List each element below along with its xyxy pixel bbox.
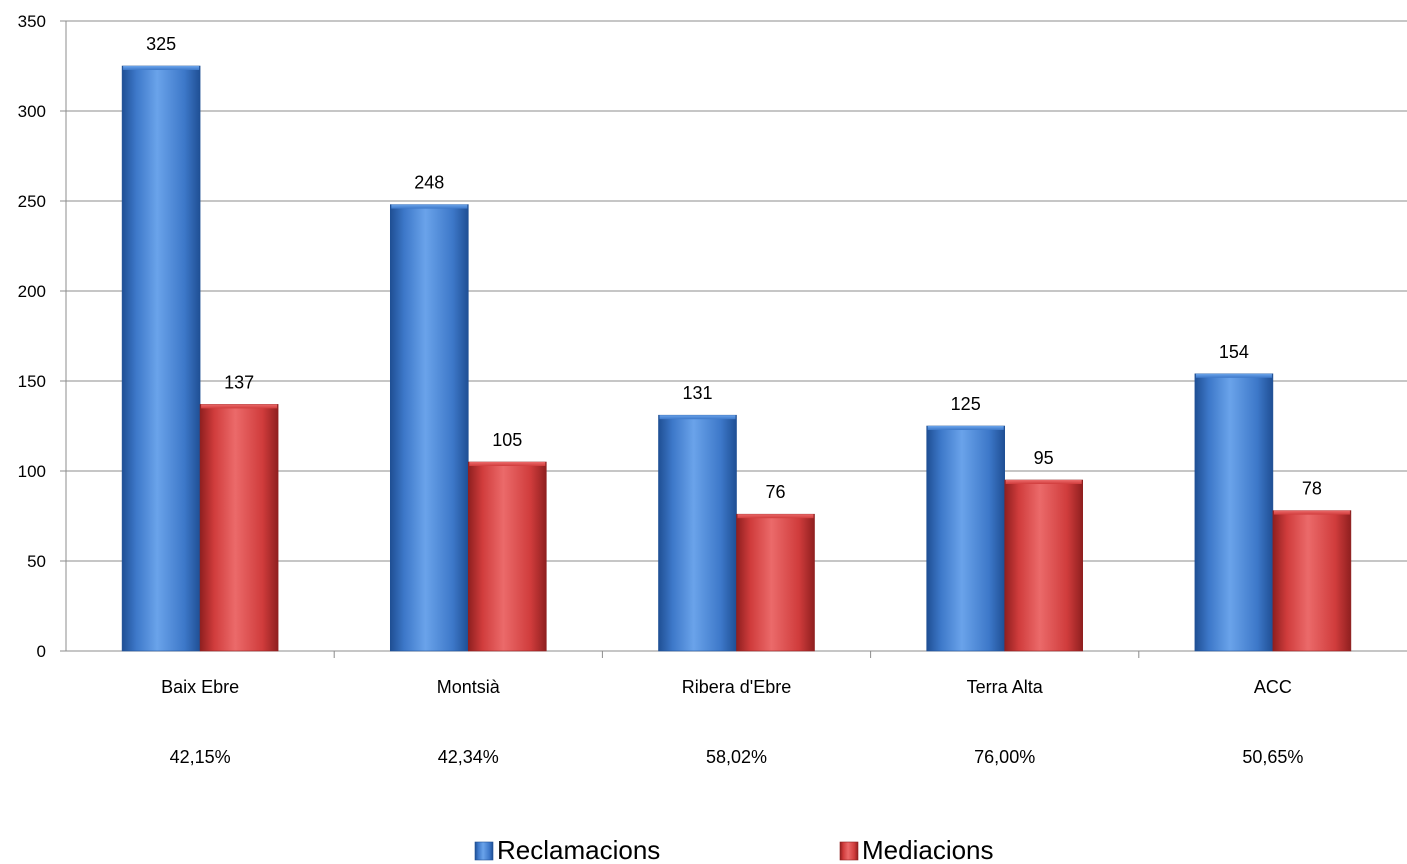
data-label: 131 — [682, 383, 712, 403]
category-label: Montsià — [437, 677, 501, 697]
bar-mediacions — [736, 513, 815, 652]
data-label: 125 — [951, 394, 981, 414]
bar-mediacions — [467, 461, 547, 652]
bar-top-highlight — [1005, 480, 1082, 484]
category-label: Terra Alta — [967, 677, 1044, 697]
category-label: ACC — [1254, 677, 1292, 697]
legend-label: Mediacions — [862, 835, 994, 864]
bar-top-highlight — [659, 415, 736, 420]
bar-reclamacions — [658, 414, 737, 652]
bar-top-highlight — [391, 204, 468, 209]
data-label: 137 — [224, 372, 254, 392]
bar-reclamacions — [389, 204, 469, 652]
data-label: 248 — [414, 173, 444, 193]
bar-mediacions — [1272, 510, 1352, 652]
bar-reclamacions — [1194, 373, 1274, 652]
data-label: 78 — [1302, 479, 1322, 499]
y-tick-label: 0 — [37, 642, 46, 661]
bar-mediacions — [1004, 479, 1084, 652]
data-label: 154 — [1219, 342, 1249, 362]
bars — [121, 65, 1352, 652]
percentage-label: 50,65% — [1242, 747, 1303, 767]
percentage-label: 42,34% — [438, 747, 499, 767]
legend-label: Reclamacions — [497, 835, 660, 864]
bar-mediacions — [199, 404, 279, 652]
legend: Reclamacions Mediacions — [474, 835, 994, 864]
data-label: 76 — [765, 482, 785, 502]
category-label: Baix Ebre — [161, 677, 239, 697]
bar-top-highlight — [123, 66, 200, 70]
y-tick-label: 100 — [18, 462, 46, 481]
data-label: 325 — [146, 34, 176, 54]
percentage-label: 42,15% — [170, 747, 231, 767]
bar-reclamacions — [926, 425, 1006, 652]
bar-top-highlight — [201, 404, 278, 409]
legend-item-mediacions: Mediacions — [839, 835, 994, 864]
bar-reclamacions — [121, 65, 201, 652]
y-tick-label: 200 — [18, 282, 46, 301]
legend-swatch — [474, 841, 494, 861]
legend-item-reclamacions: Reclamacions — [474, 835, 660, 864]
y-tick-label: 150 — [18, 372, 46, 391]
data-label: 105 — [492, 430, 522, 450]
bar-top-highlight — [469, 462, 546, 466]
bar-top-highlight — [737, 514, 814, 519]
y-tick-label: 250 — [18, 192, 46, 211]
y-tick-label: 50 — [27, 552, 46, 571]
percentage-label: 58,02% — [706, 747, 767, 767]
legend-swatch — [839, 841, 859, 861]
y-tick-label: 350 — [18, 12, 46, 31]
bar-top-highlight — [1273, 510, 1350, 515]
labels: 0 50 100 150 200 250 300 350 325 137 Baix Ebre 42,1… — [18, 12, 1322, 767]
y-tick-label: 300 — [18, 102, 46, 121]
bar-top-highlight — [927, 426, 1004, 430]
gridlines — [66, 20, 1407, 562]
data-label: 95 — [1034, 448, 1054, 468]
bar-top-highlight — [1195, 373, 1272, 378]
percentage-label: 76,00% — [974, 747, 1035, 767]
category-label: Ribera d'Ebre — [682, 677, 792, 697]
